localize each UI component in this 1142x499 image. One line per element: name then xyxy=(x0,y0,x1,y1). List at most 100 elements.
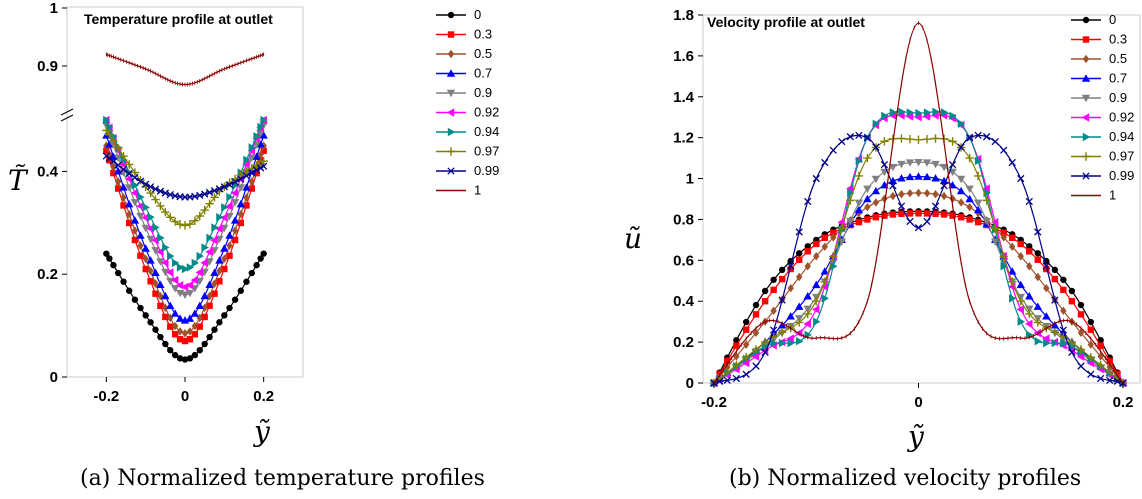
legend-marker xyxy=(446,147,456,156)
legend-item-0.9: 0.9 xyxy=(1071,90,1127,105)
series-point-0.94 xyxy=(142,203,150,212)
series-point-0.3 xyxy=(216,278,223,285)
series-point-0.97 xyxy=(1067,337,1077,347)
series-point-0.3 xyxy=(966,216,973,223)
series-point-0.92 xyxy=(803,319,811,329)
legend-marker xyxy=(447,49,455,59)
series-point-0.5 xyxy=(821,242,828,251)
series-point-0.5 xyxy=(752,328,760,338)
legend-label: 0.5 xyxy=(1109,51,1127,66)
series-point-0 xyxy=(742,318,750,326)
series-point-0.7 xyxy=(170,309,180,317)
series-point-0.92 xyxy=(786,334,794,343)
series-point-0.97 xyxy=(205,199,214,208)
series-point-0.99 xyxy=(215,185,224,193)
legend-item-1: 1 xyxy=(1071,188,1116,203)
series-point-0.5 xyxy=(787,283,794,293)
series-point-0.7 xyxy=(252,152,261,160)
series-point-0.9 xyxy=(965,185,974,193)
series-point-0.3 xyxy=(221,265,228,273)
series-point-0.5 xyxy=(804,262,811,271)
legend-label: 0.97 xyxy=(474,144,499,159)
series-point-0.97 xyxy=(210,193,219,202)
series-point-0.3 xyxy=(110,169,117,177)
x-tick-label: 0.2 xyxy=(253,388,274,405)
series-point-0.97 xyxy=(236,170,246,180)
legend-label: 0 xyxy=(474,7,481,22)
y-tick-label: 1 xyxy=(50,0,58,17)
series-point-0.99 xyxy=(991,137,999,146)
series-point-0.99 xyxy=(778,296,786,304)
series-point-0.3 xyxy=(940,211,948,218)
legend-item-1: 1 xyxy=(436,183,481,198)
series-point-0.3 xyxy=(152,290,159,297)
series-point-0.5 xyxy=(131,226,139,235)
series-point-0.92 xyxy=(210,236,218,245)
series-point-0.99 xyxy=(231,178,239,186)
series-point-0.3 xyxy=(211,290,218,297)
legend-item-0.97: 0.97 xyxy=(1071,149,1134,164)
series-point-0.3 xyxy=(1097,342,1104,349)
velocity-plot-area xyxy=(702,14,1141,384)
series-point-0.7 xyxy=(803,292,812,300)
series-point-0.7 xyxy=(195,301,204,310)
series-point-0.94 xyxy=(137,192,145,202)
series-point-0.7 xyxy=(215,256,224,264)
series-point-0.9 xyxy=(161,268,170,277)
series-point-0 xyxy=(125,287,133,294)
series-point-0.99 xyxy=(1025,197,1033,206)
legend-label: 0.5 xyxy=(474,46,492,61)
series-point-0.97 xyxy=(769,332,778,341)
series-point-0 xyxy=(231,296,239,303)
series-point-0.99 xyxy=(220,183,228,191)
series-point-0.92 xyxy=(982,184,990,193)
legend-item-0.7: 0.7 xyxy=(1071,71,1127,86)
series-point-0.9 xyxy=(871,175,881,184)
series-point-0.92 xyxy=(1025,319,1033,329)
series-point-0.3 xyxy=(898,210,905,217)
series-point-0.3 xyxy=(248,185,255,192)
series-point-0 xyxy=(221,312,228,319)
series-point-0.3 xyxy=(915,210,922,217)
series-point-0.99 xyxy=(812,174,820,183)
series-point-0.7 xyxy=(1025,292,1034,300)
series-point-0.97 xyxy=(1033,318,1042,327)
series-point-0.99 xyxy=(974,131,982,140)
series-point-0.99 xyxy=(1034,228,1042,236)
series-point-0.97 xyxy=(723,368,732,377)
series-point-0.92 xyxy=(741,358,750,368)
series-point-0.3 xyxy=(237,219,245,227)
y-tick-label: 1.8 xyxy=(673,7,694,24)
series-point-0.92 xyxy=(812,305,820,314)
series-point-0.7 xyxy=(105,140,114,148)
series-point-0 xyxy=(201,340,208,348)
series-point-0.3 xyxy=(125,219,133,227)
series-point-0.5 xyxy=(237,210,245,219)
series-point-0.99 xyxy=(225,180,234,189)
series-point-0.5 xyxy=(1026,262,1033,271)
series-point-0.3 xyxy=(196,323,203,330)
series-point-0 xyxy=(804,243,811,250)
series-point-0 xyxy=(752,301,760,309)
series-point-0.9 xyxy=(141,224,150,233)
series-point-0.3 xyxy=(171,331,179,338)
series-point-0.97 xyxy=(1008,277,1017,287)
series-point-0.99 xyxy=(914,223,923,232)
legend-item-0: 0 xyxy=(436,7,481,22)
series-point-0.5 xyxy=(147,266,154,276)
series-point-0.99 xyxy=(769,326,778,334)
series-point-0 xyxy=(1068,287,1076,295)
series-point-0.94 xyxy=(974,156,983,166)
series-point-0.7 xyxy=(109,152,118,160)
x-tick-label: 0 xyxy=(181,388,189,405)
series-point-0.7 xyxy=(141,244,150,252)
series-point-0.7 xyxy=(956,186,966,195)
series-point-0.9 xyxy=(180,291,190,299)
series-point-0.97 xyxy=(105,130,114,139)
series-point-0.94 xyxy=(157,233,165,243)
series-point-0.3 xyxy=(889,211,897,218)
series-point-0.3 xyxy=(253,169,260,177)
series-point-0.97 xyxy=(948,137,957,146)
series-point-0.99 xyxy=(114,161,122,169)
series-point-0.92 xyxy=(905,112,914,121)
